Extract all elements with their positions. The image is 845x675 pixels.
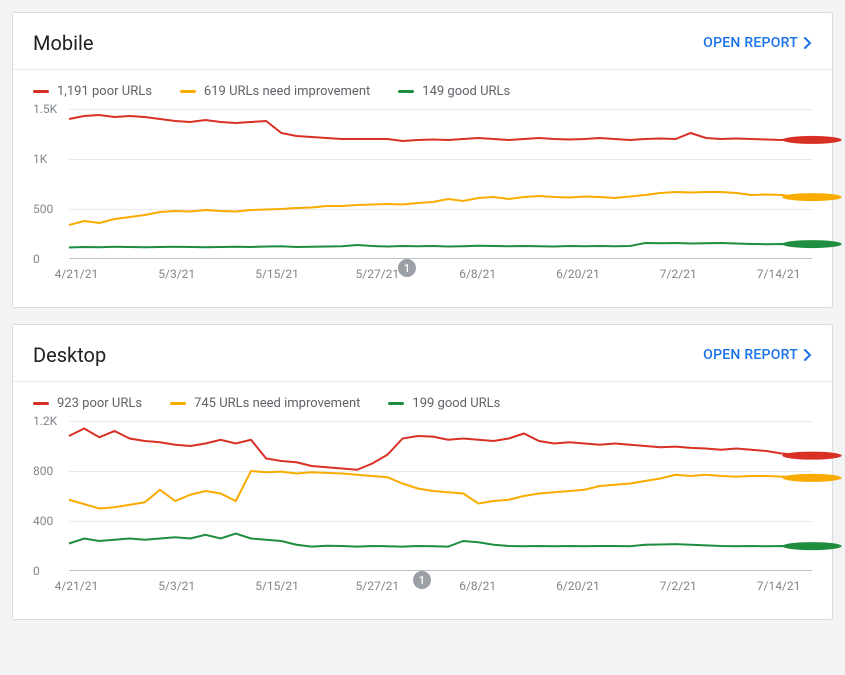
x-tick-label: 5/27/21 (356, 267, 400, 281)
legend-label: 745 URLs need improvement (194, 396, 360, 411)
series-line-poor (69, 115, 812, 141)
legend-label: 149 good URLs (422, 84, 510, 99)
x-tick-label: 6/8/21 (459, 267, 496, 281)
card-header: Desktop OPEN REPORT (13, 325, 832, 381)
x-tick-label: 7/2/21 (660, 267, 697, 281)
series-end-dot-good (782, 240, 841, 248)
series-end-dot-poor (782, 452, 841, 460)
chart-legend: 1,191 poor URLs 619 URLs need improvemen… (13, 70, 832, 109)
x-tick-label: 4/21/21 (55, 579, 99, 593)
legend-swatch (388, 402, 404, 405)
legend-item-good: 149 good URLs (398, 84, 510, 99)
legend-item-poor: 923 poor URLs (33, 396, 142, 411)
card-title: Mobile (33, 31, 93, 55)
chevron-right-icon (804, 349, 812, 361)
series-line-poor (69, 429, 812, 470)
card-mobile: Mobile OPEN REPORT 1,191 poor URLs 619 U… (12, 12, 833, 308)
x-tick-label: 6/20/21 (556, 267, 600, 281)
plot-area: 1 (69, 109, 812, 259)
y-tick-label: 1.5K (33, 102, 57, 116)
legend-item-good: 199 good URLs (388, 396, 500, 411)
chart: 1.2K8004000 1 4/21/215/3/215/15/215/27/2… (13, 421, 832, 619)
open-report-button[interactable]: OPEN REPORT (703, 347, 812, 363)
legend-swatch (33, 90, 49, 93)
series-svg (69, 421, 812, 571)
series-end-dot-needs_improvement (782, 193, 841, 201)
legend-label: 923 poor URLs (57, 396, 142, 411)
x-tick-label: 5/27/21 (356, 579, 400, 593)
card-header: Mobile OPEN REPORT (13, 13, 832, 69)
plot-area: 1 (69, 421, 812, 571)
legend-swatch (398, 90, 414, 93)
y-tick-label: 1.2K (33, 414, 57, 428)
x-axis-labels: 4/21/215/3/215/15/215/27/216/8/216/20/21… (69, 579, 812, 609)
x-tick-label: 7/2/21 (660, 579, 697, 593)
legend-swatch (170, 402, 186, 405)
x-tick-label: 5/15/21 (255, 267, 299, 281)
legend-item-needs_improvement: 619 URLs need improvement (180, 84, 370, 99)
series-end-dot-needs_improvement (782, 474, 841, 482)
legend-swatch (180, 90, 196, 93)
legend-item-poor: 1,191 poor URLs (33, 84, 152, 99)
series-line-needs_improvement (69, 192, 812, 225)
chart: 1.5K1K5000 1 4/21/215/3/215/15/215/27/21… (13, 109, 832, 307)
open-report-label: OPEN REPORT (703, 347, 798, 363)
open-report-button[interactable]: OPEN REPORT (703, 35, 812, 51)
legend-label: 1,191 poor URLs (57, 84, 152, 99)
y-tick-label: 800 (33, 464, 53, 478)
legend-label: 199 good URLs (412, 396, 500, 411)
series-line-good (69, 243, 812, 248)
x-tick-label: 5/15/21 (255, 579, 299, 593)
y-tick-label: 500 (33, 202, 53, 216)
x-tick-label: 6/20/21 (556, 579, 600, 593)
series-svg (69, 109, 812, 259)
legend-label: 619 URLs need improvement (204, 84, 370, 99)
chart-legend: 923 poor URLs 745 URLs need improvement … (13, 382, 832, 421)
x-tick-label: 7/14/21 (757, 267, 801, 281)
card-desktop: Desktop OPEN REPORT 923 poor URLs 745 UR… (12, 324, 833, 620)
series-end-dot-poor (782, 136, 841, 144)
legend-swatch (33, 402, 49, 405)
chevron-right-icon (804, 37, 812, 49)
open-report-label: OPEN REPORT (703, 35, 798, 51)
x-tick-label: 4/21/21 (55, 267, 99, 281)
y-tick-label: 0 (33, 564, 40, 578)
y-tick-label: 1K (33, 152, 47, 166)
y-tick-label: 400 (33, 514, 53, 528)
x-tick-label: 6/8/21 (459, 579, 496, 593)
series-line-needs_improvement (69, 471, 812, 509)
legend-item-needs_improvement: 745 URLs need improvement (170, 396, 360, 411)
y-tick-label: 0 (33, 252, 40, 266)
series-end-dot-good (782, 542, 841, 550)
series-line-good (69, 534, 812, 547)
x-tick-label: 5/3/21 (158, 267, 195, 281)
x-tick-label: 5/3/21 (158, 579, 195, 593)
x-axis-labels: 4/21/215/3/215/15/215/27/216/8/216/20/21… (69, 267, 812, 297)
x-tick-label: 7/14/21 (757, 579, 801, 593)
card-title: Desktop (33, 343, 106, 367)
